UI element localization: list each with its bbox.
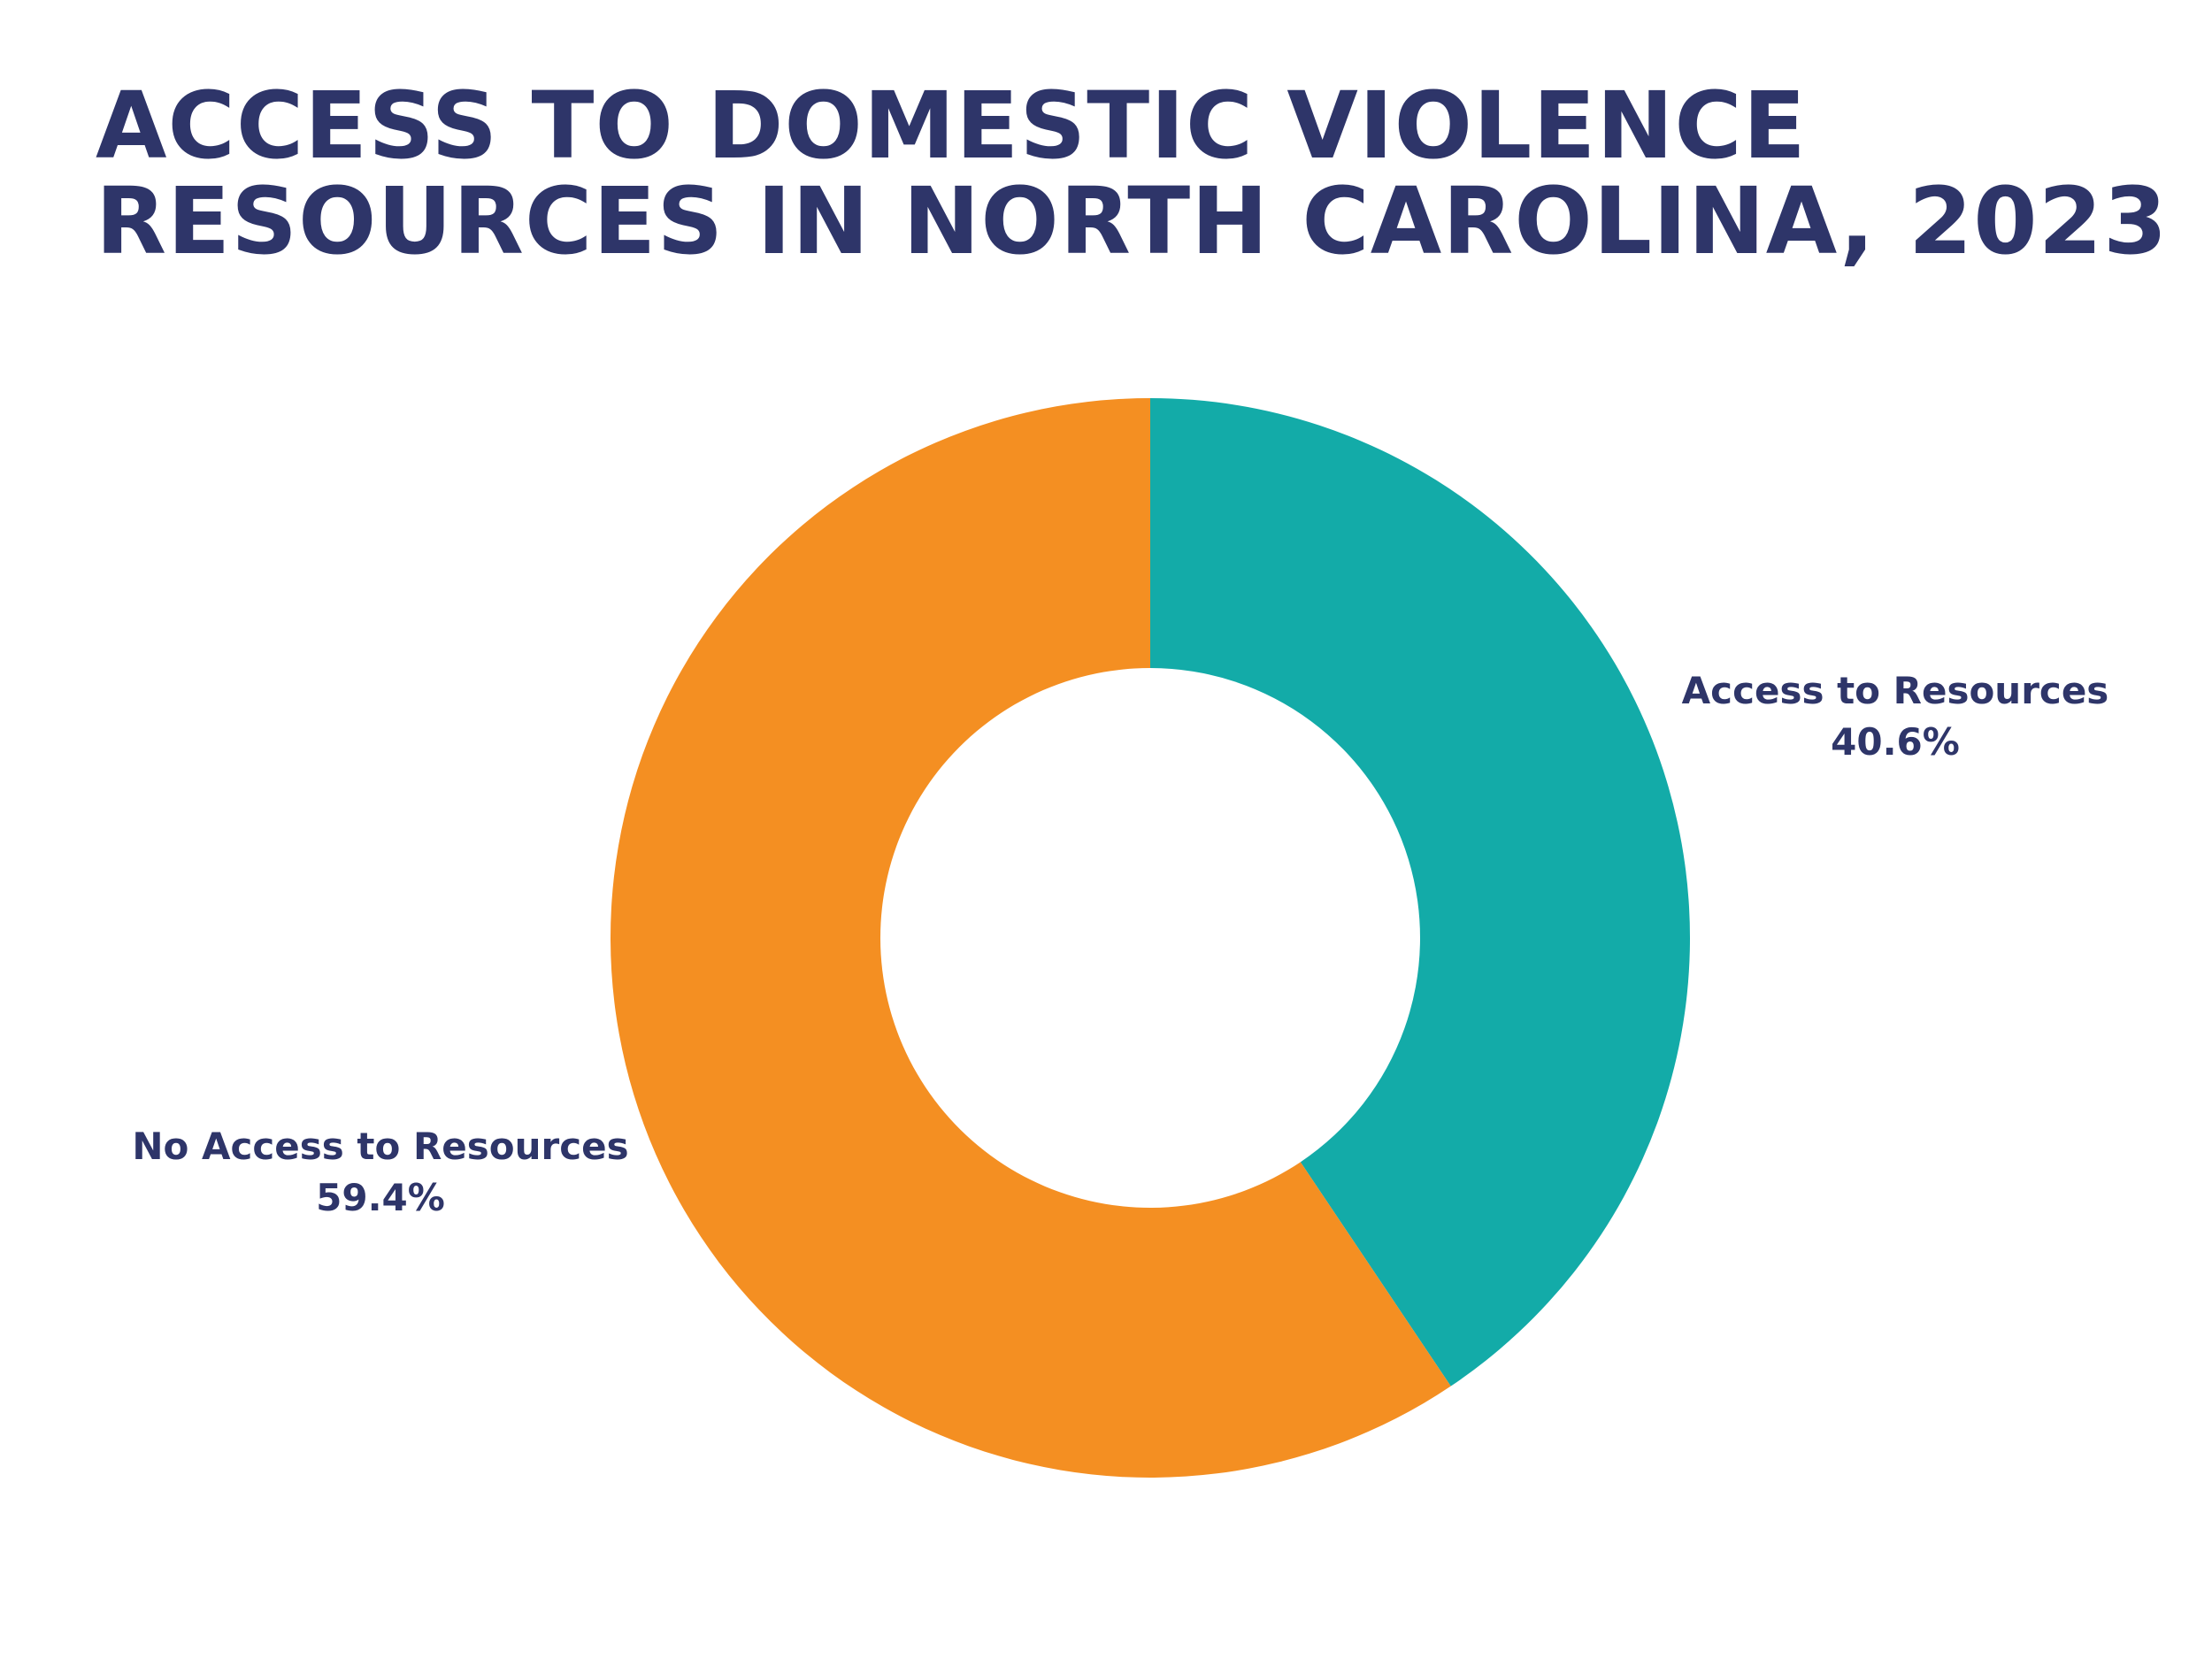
slice-value-label-2: 59.4% xyxy=(316,1176,445,1219)
donut-slice-2 xyxy=(610,398,1451,1478)
chart-title: ACCESS TO DOMESTIC VIOLENCE RESOURCES IN… xyxy=(96,78,2168,269)
slice-label-2: No Access to Resources xyxy=(132,1125,628,1168)
slice-label-1: Access to Resources xyxy=(1682,669,2109,712)
chart-title-line-1: ACCESS TO DOMESTIC VIOLENCE xyxy=(96,72,1807,180)
donut-slice-1 xyxy=(1150,398,1690,1386)
chart-title-line-2: RESOURCES IN NORTH CAROLINA, 2023 xyxy=(96,167,2169,275)
slice-value-label-1: 40.6% xyxy=(1831,720,1960,764)
